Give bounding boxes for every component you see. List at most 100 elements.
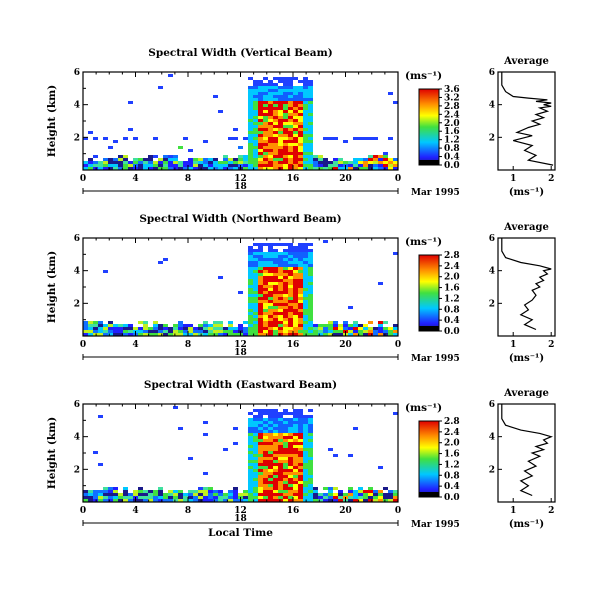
heatmap-cell [288,436,293,439]
heatmap-cell [248,152,253,155]
heatmap-cell [248,478,253,481]
heatmap-cell [283,297,288,300]
heatmap-cell [358,499,363,502]
colorbar-tick-label: 2.8 [444,102,460,112]
heatmap-cell [263,113,268,116]
heatmap-cell [273,158,278,161]
heatmap-cell [278,116,283,119]
heatmap-cell [278,264,283,267]
heatmap-cell [298,412,303,415]
heatmap-cell [203,164,208,167]
heatmap-cell [128,327,133,330]
heatmap-cell [303,442,308,445]
heatmap-cell [253,303,258,306]
heatmap-cell [353,330,358,333]
y-axis-label: Height (km) [46,85,58,157]
heatmap-cell [263,158,268,161]
heatmap-cell [308,137,313,140]
heatmap-cell [268,270,273,273]
heatmap-cell [98,167,103,170]
heatmap-cell [273,252,278,255]
heatmap-cell [273,164,278,167]
heatmap-cell [328,487,333,490]
heatmap-cell [263,499,268,502]
heatmap-cell [263,433,268,436]
heatmap-cell [383,487,388,490]
heatmap-cell [318,499,323,502]
heatmap-cell [278,113,283,116]
heatmap-cell [313,493,318,496]
heatmap-cell [278,469,283,472]
heatmap-cell [263,122,268,125]
heatmap-cell [298,327,303,330]
heatmap-cell [283,258,288,261]
heatmap-cell [303,466,308,469]
heatmap-cell [103,330,108,333]
heatmap-cell [313,167,318,170]
heatmap-cell [293,457,298,460]
heatmap-cell [253,475,258,478]
heatmap-cell [293,303,298,306]
heatmap-cell [283,306,288,309]
heatmap-cell [273,288,278,291]
heatmap-cell [213,321,218,324]
heatmap-cell [328,321,333,324]
heatmap-cell [323,240,328,243]
heatmap-cell [158,487,163,490]
day-label: 18 [234,348,247,358]
heatmap-cell [268,309,273,312]
heatmap-cell [273,152,278,155]
heatmap-cell [308,140,313,143]
heatmap-cell [83,321,88,324]
x-tick-label: 12 [234,506,247,516]
heatmap-cell [278,457,283,460]
heatmap-cell [263,330,268,333]
heatmap-cell [283,430,288,433]
heatmap-cell [143,499,148,502]
heatmap-cell [288,279,293,282]
heatmap-cell [283,463,288,466]
heatmap-cell [113,330,118,333]
heatmap-cell [278,131,283,134]
heatmap-cell [198,164,203,167]
heatmap-cell [303,273,308,276]
heatmap-cell [253,427,258,430]
heatmap-cell [288,424,293,427]
x-tick-label: 4 [132,174,138,184]
heatmap-cell [243,321,248,324]
heatmap-cell [278,303,283,306]
heatmap-cell [383,158,388,161]
heatmap-cell [268,315,273,318]
heatmap-cell [268,442,273,445]
heatmap-cell [298,490,303,493]
heatmap-cell [288,315,293,318]
heatmap-cell [278,442,283,445]
heatmap-cell [188,330,193,333]
heatmap-cell [303,167,308,170]
heatmap-cell [283,321,288,324]
heatmap-cell [363,161,368,164]
heatmap-cell [118,161,123,164]
heatmap-cell [248,448,253,451]
heatmap-cell [308,273,313,276]
heatmap-cell [288,152,293,155]
heatmap-cell [358,493,363,496]
heatmap-cell [253,158,258,161]
heatmap-cell [388,92,393,95]
heatmap-cell [283,143,288,146]
heatmap-cell [183,493,188,496]
heatmap-cell [273,430,278,433]
heatmap-cell [308,454,313,457]
heatmap-cell [193,330,198,333]
heatmap-cell [263,116,268,119]
heatmap-cell [263,107,268,110]
heatmap-cell [298,273,303,276]
heatmap-cell [298,409,303,412]
heatmap-cell [293,496,298,499]
heatmap-cell [288,484,293,487]
heatmap-cell [303,125,308,128]
heatmap-cell [273,261,278,264]
heatmap-cell [263,279,268,282]
heatmap-cell [308,309,313,312]
heatmap-cell [293,125,298,128]
